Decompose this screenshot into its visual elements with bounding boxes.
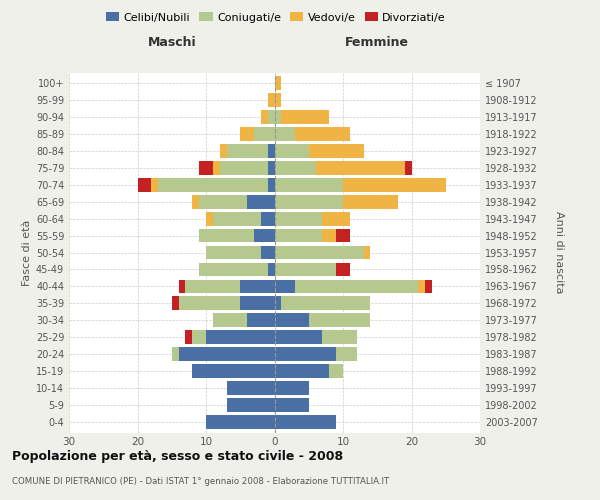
Bar xyxy=(275,382,309,396)
Text: COMUNE DI PIETRANICO (PE) - Dati ISTAT 1° gennaio 2008 - Elaborazione TUTTITALIA: COMUNE DI PIETRANICO (PE) - Dati ISTAT 1… xyxy=(12,478,389,486)
Bar xyxy=(227,144,268,158)
Bar xyxy=(213,314,247,328)
Bar xyxy=(275,178,343,192)
Bar xyxy=(172,348,179,362)
Bar xyxy=(206,330,275,344)
Bar xyxy=(268,92,275,106)
Bar xyxy=(179,296,240,310)
Bar xyxy=(343,178,446,192)
Bar xyxy=(364,246,370,260)
Bar xyxy=(179,348,275,362)
Bar xyxy=(275,76,281,90)
Bar xyxy=(275,398,309,412)
Bar xyxy=(275,296,281,310)
Bar xyxy=(193,194,199,208)
Bar xyxy=(322,228,336,242)
Bar xyxy=(275,92,281,106)
Bar xyxy=(336,348,356,362)
Bar xyxy=(254,126,275,140)
Bar xyxy=(247,194,275,208)
Bar xyxy=(220,144,227,158)
Bar xyxy=(281,296,370,310)
Bar xyxy=(227,398,275,412)
Bar xyxy=(295,126,350,140)
Bar xyxy=(295,280,418,293)
Bar xyxy=(179,280,185,293)
Bar xyxy=(240,126,254,140)
Bar xyxy=(275,228,322,242)
Bar xyxy=(227,382,275,396)
Bar xyxy=(199,228,254,242)
Bar xyxy=(172,296,179,310)
Bar xyxy=(425,280,432,293)
Y-axis label: Fasce di età: Fasce di età xyxy=(22,220,32,286)
Bar xyxy=(275,110,281,124)
Bar xyxy=(261,110,268,124)
Bar xyxy=(309,144,364,158)
Bar xyxy=(193,364,275,378)
Text: Femmine: Femmine xyxy=(345,36,409,49)
Bar xyxy=(240,296,275,310)
Bar xyxy=(275,330,322,344)
Bar xyxy=(336,262,350,276)
Bar xyxy=(418,280,425,293)
Bar xyxy=(199,194,247,208)
Bar xyxy=(213,160,220,174)
Bar xyxy=(316,160,404,174)
Bar xyxy=(206,246,261,260)
Bar xyxy=(199,160,213,174)
Bar xyxy=(206,212,213,226)
Bar xyxy=(322,330,356,344)
Bar xyxy=(240,280,275,293)
Bar xyxy=(206,416,275,430)
Bar xyxy=(309,314,370,328)
Bar xyxy=(137,178,151,192)
Bar xyxy=(275,262,336,276)
Bar xyxy=(268,160,275,174)
Bar xyxy=(247,314,275,328)
Bar xyxy=(268,262,275,276)
Bar xyxy=(268,178,275,192)
Bar xyxy=(336,228,350,242)
Bar xyxy=(220,160,268,174)
Bar xyxy=(281,110,329,124)
Bar xyxy=(185,280,240,293)
Bar xyxy=(275,212,322,226)
Bar xyxy=(199,262,268,276)
Bar xyxy=(404,160,412,174)
Text: Popolazione per età, sesso e stato civile - 2008: Popolazione per età, sesso e stato civil… xyxy=(12,450,343,463)
Bar xyxy=(275,194,343,208)
Bar xyxy=(193,330,206,344)
Bar xyxy=(158,178,268,192)
Bar xyxy=(275,246,364,260)
Bar xyxy=(275,416,336,430)
Bar xyxy=(261,246,275,260)
Bar xyxy=(275,126,295,140)
Bar xyxy=(185,330,193,344)
Bar xyxy=(275,314,309,328)
Bar xyxy=(329,364,343,378)
Bar xyxy=(275,364,329,378)
Text: Maschi: Maschi xyxy=(148,36,196,49)
Bar xyxy=(343,194,398,208)
Bar xyxy=(151,178,158,192)
Bar xyxy=(254,228,275,242)
Bar xyxy=(275,280,295,293)
Bar xyxy=(268,144,275,158)
Bar xyxy=(213,212,261,226)
Bar xyxy=(261,212,275,226)
Bar xyxy=(275,348,336,362)
Legend: Celibi/Nubili, Coniugati/e, Vedovi/e, Divorziati/e: Celibi/Nubili, Coniugati/e, Vedovi/e, Di… xyxy=(101,8,451,27)
Bar xyxy=(322,212,350,226)
Bar xyxy=(268,110,275,124)
Bar xyxy=(275,144,309,158)
Y-axis label: Anni di nascita: Anni di nascita xyxy=(554,211,565,294)
Bar xyxy=(275,160,316,174)
